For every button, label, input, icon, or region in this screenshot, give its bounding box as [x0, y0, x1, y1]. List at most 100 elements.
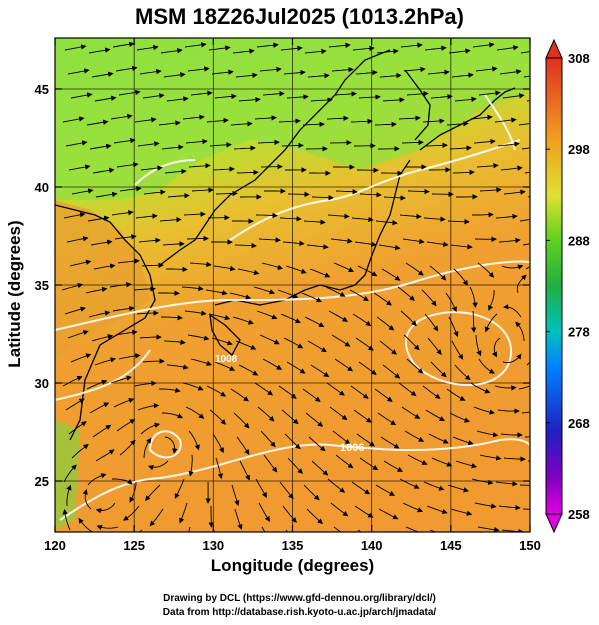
streamline	[382, 533, 401, 542]
y-tick-label: 25	[35, 474, 49, 489]
streamline	[214, 361, 236, 371]
streamline	[446, 388, 466, 401]
streamline	[118, 353, 141, 360]
streamline	[357, 265, 378, 277]
streamline	[521, 411, 530, 414]
streamline	[502, 353, 522, 364]
streamline	[430, 93, 453, 100]
streamline	[310, 533, 326, 547]
streamline	[110, 375, 132, 384]
streamline	[526, 533, 547, 534]
streamline	[304, 316, 325, 328]
streamline	[523, 75, 530, 78]
streamline	[215, 190, 238, 197]
streamline	[500, 432, 523, 438]
y-axis-label: Latitude (degrees)	[5, 220, 24, 368]
streamline	[62, 375, 83, 387]
streamline	[479, 454, 502, 461]
streamline	[450, 244, 473, 250]
streamline	[138, 237, 161, 243]
streamline	[407, 454, 428, 465]
streamline	[70, 353, 92, 363]
streamline	[153, 533, 166, 549]
streamline	[137, 403, 160, 411]
streamline	[311, 460, 329, 476]
x-tick-labels: 120 125 130 135 140 145 150	[44, 538, 541, 553]
streamline	[286, 361, 306, 374]
streamline	[190, 358, 213, 366]
streamline	[335, 454, 354, 469]
x-tick-label: 130	[202, 538, 224, 553]
streamline	[488, 289, 495, 311]
streamline	[379, 72, 402, 79]
streamline	[278, 385, 297, 399]
streamline	[470, 382, 491, 394]
streamline	[211, 337, 233, 346]
streamline	[497, 141, 520, 147]
streamline	[66, 236, 89, 243]
colorbar-lower-arrow	[545, 513, 563, 534]
streamline	[422, 385, 441, 399]
streamline	[135, 213, 158, 219]
streamline	[305, 412, 324, 427]
streamline	[67, 68, 90, 75]
streamline	[140, 165, 163, 171]
streamline	[355, 337, 374, 351]
streamline	[304, 48, 327, 55]
streamline	[230, 121, 253, 127]
map-field	[55, 38, 547, 549]
streamline	[472, 212, 494, 218]
streamline	[184, 42, 207, 48]
streamline	[160, 48, 183, 54]
x-tick-label: 150	[519, 538, 541, 553]
streamline	[278, 118, 301, 124]
streamline	[230, 388, 249, 402]
streamline	[326, 382, 345, 396]
streamline	[330, 238, 353, 244]
streamline	[163, 72, 186, 78]
streamline	[379, 340, 397, 355]
streamline	[400, 42, 423, 48]
streamline	[402, 502, 424, 513]
streamline	[374, 121, 397, 128]
streamline	[119, 439, 136, 456]
streamline	[310, 97, 333, 103]
colorbar-tick: 308	[568, 51, 590, 66]
streamline	[253, 286, 275, 295]
streamline	[350, 118, 373, 125]
streamline	[287, 191, 310, 198]
streamline	[190, 90, 213, 96]
streamline	[484, 313, 498, 333]
streamline	[133, 286, 156, 292]
streamline	[282, 505, 297, 523]
streamline	[501, 264, 524, 270]
streamline	[188, 163, 211, 169]
streamline	[516, 274, 527, 294]
streamline	[521, 147, 530, 150]
streamline	[95, 502, 116, 514]
streamline	[161, 144, 184, 150]
axis-tick-marks	[54, 38, 531, 532]
streamline	[334, 358, 354, 372]
streamline	[429, 529, 438, 532]
streamline	[375, 219, 398, 226]
streamline	[380, 436, 400, 449]
streamline	[68, 421, 87, 435]
streamline	[91, 334, 114, 342]
streamline	[503, 189, 526, 195]
streamline	[428, 433, 449, 444]
streamline	[186, 235, 209, 242]
streamline	[498, 505, 521, 511]
streamline	[162, 412, 184, 419]
streamline	[166, 266, 188, 272]
streamline	[520, 51, 530, 54]
streamline	[498, 237, 521, 244]
streamline	[166, 96, 189, 102]
streamline	[399, 478, 420, 489]
streamline	[423, 216, 446, 222]
streamline	[423, 481, 445, 491]
streamline	[503, 456, 526, 462]
streamline	[405, 262, 424, 276]
streamline	[139, 334, 162, 340]
